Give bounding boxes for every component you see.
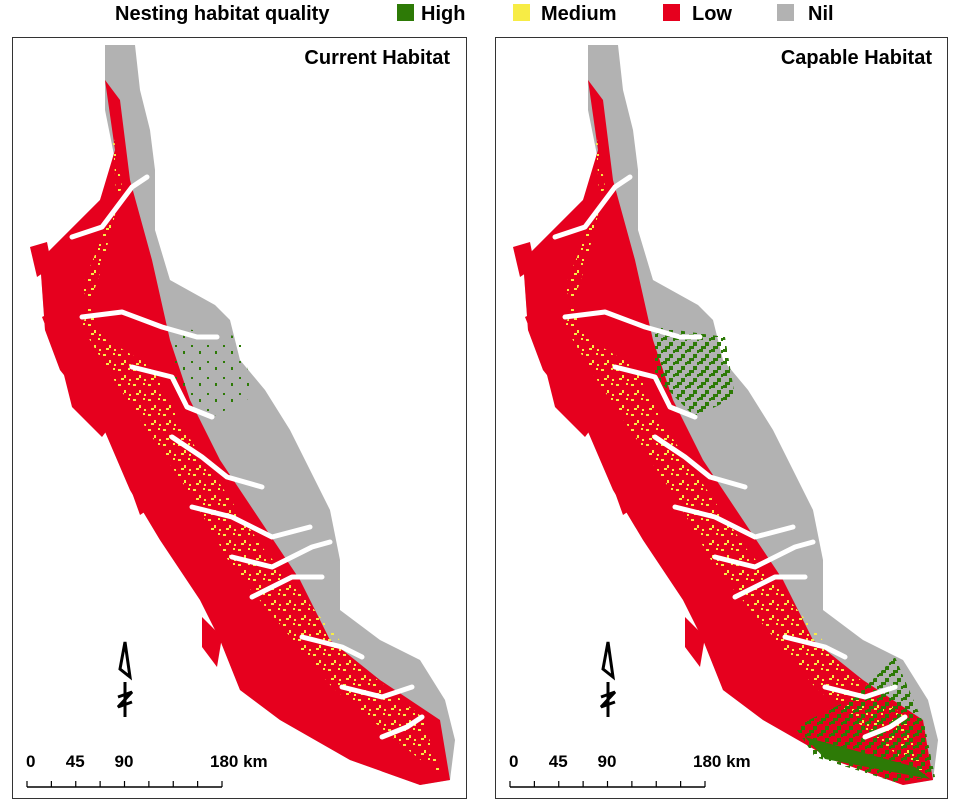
fjord (249, 574, 325, 600)
north-arrow (599, 641, 617, 717)
north-arrow (116, 641, 134, 717)
island (513, 242, 535, 277)
fjord (129, 364, 215, 420)
fjord (169, 434, 265, 490)
island (545, 367, 600, 437)
fjord (782, 634, 848, 660)
legend-swatch (777, 4, 794, 21)
legend-swatch (663, 4, 680, 21)
scale-label: 45 (66, 752, 85, 771)
fjord (229, 539, 333, 570)
map-panel: Capable Habitat 0 45 90 180 km (495, 37, 948, 799)
panel-title: Capable Habitat (781, 47, 932, 69)
panel-title: Current Habitat (304, 47, 450, 69)
island (62, 367, 117, 437)
legend-label: High (421, 3, 465, 25)
fjord (379, 714, 425, 740)
low-habitat (523, 80, 933, 785)
legend-label: Medium (541, 3, 617, 25)
map-panel: Current Habitat 0 45 90 180 km (12, 37, 467, 799)
legend-label: Low (692, 3, 732, 25)
low-habitat (40, 80, 450, 785)
fjord (822, 684, 898, 700)
fjord (189, 504, 313, 540)
fjord (862, 714, 908, 740)
fjord (299, 634, 365, 660)
fjord (79, 309, 220, 340)
legend-swatch (397, 4, 414, 21)
fjord (612, 364, 698, 420)
scale-label: 0 (26, 752, 35, 771)
high-habitat (805, 737, 930, 779)
fjord (732, 574, 808, 600)
scale-label: 180 km (210, 752, 268, 771)
island (202, 617, 222, 667)
fjord (712, 539, 816, 570)
fjord (339, 684, 415, 700)
island (30, 242, 52, 277)
legend-swatch (513, 4, 530, 21)
high-habitat (655, 327, 735, 417)
scale-label: 180 km (693, 752, 751, 771)
island (685, 617, 705, 667)
legend-title: Nesting habitat quality (115, 3, 330, 25)
island (525, 307, 555, 347)
fjord (672, 504, 796, 540)
fjord (69, 174, 150, 240)
island (130, 487, 152, 515)
fjord (652, 434, 748, 490)
scale-label: 45 (549, 752, 568, 771)
high-habitat (172, 327, 252, 417)
island (42, 307, 72, 347)
scale-label: 0 (509, 752, 518, 771)
legend-label: Nil (808, 3, 834, 25)
medium-habitat (82, 127, 442, 777)
fjord (562, 309, 703, 340)
scale-label: 90 (598, 752, 617, 771)
scale-label: 90 (115, 752, 134, 771)
island (613, 487, 635, 515)
fjord (552, 174, 633, 240)
